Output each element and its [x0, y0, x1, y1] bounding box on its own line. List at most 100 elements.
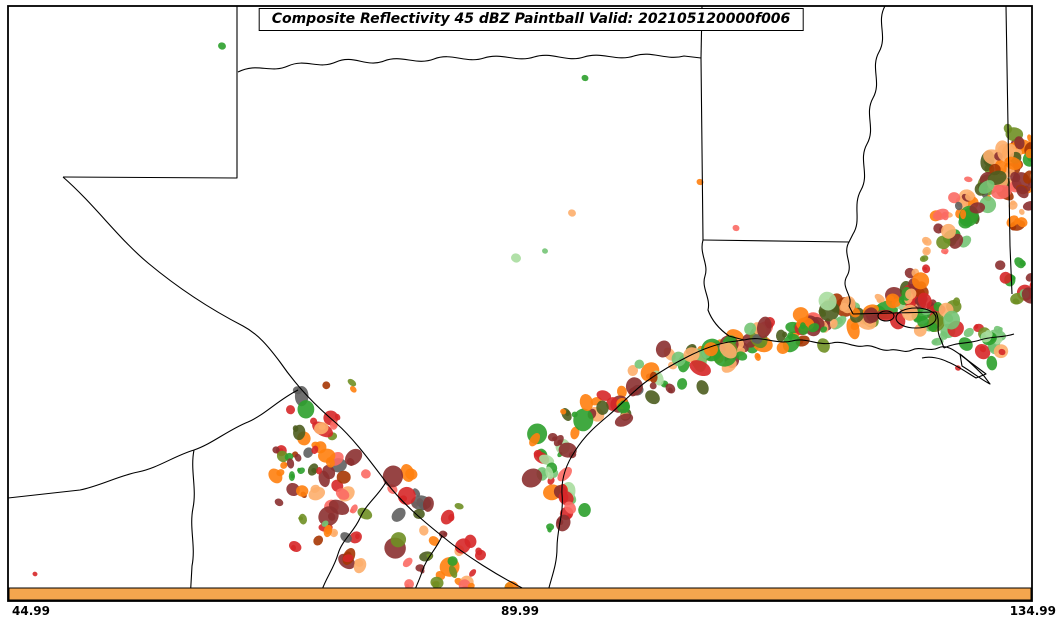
- paintball: [426, 553, 430, 557]
- paintball: [645, 390, 660, 405]
- paintball: [744, 322, 757, 335]
- paintball: [325, 457, 335, 468]
- paintball: [422, 496, 434, 512]
- paintball: [325, 529, 331, 535]
- paintball: [818, 291, 837, 311]
- paintball: [1022, 201, 1032, 211]
- paintball: [347, 378, 357, 387]
- paintball: [448, 513, 455, 522]
- paintball: [634, 359, 645, 369]
- mx-coahuila-nuevoleon-border: [317, 481, 387, 601]
- paintball: [545, 466, 554, 480]
- paintball: [570, 426, 580, 440]
- paintball: [346, 458, 355, 466]
- paintball: [974, 324, 979, 329]
- lake-maurepas: [877, 310, 895, 322]
- paintball: [985, 330, 993, 338]
- mx-durango-border: [189, 449, 195, 601]
- paintball: [923, 239, 929, 244]
- paintball: [354, 558, 364, 567]
- paintball: [432, 581, 440, 589]
- x-axis-tick-left: 44.99: [12, 604, 50, 618]
- colorbar-strip: [8, 587, 1032, 601]
- paintball: [310, 417, 318, 425]
- paintball: [539, 454, 555, 466]
- paintball: [272, 446, 280, 454]
- paintball: [1012, 173, 1021, 183]
- paintball: [413, 508, 425, 520]
- paintball: [1012, 298, 1020, 305]
- paintball: [268, 468, 283, 484]
- paintball: [596, 390, 612, 401]
- paintball: [565, 410, 570, 417]
- paintball: [625, 401, 630, 407]
- paintball: [475, 547, 483, 556]
- boundary-layer: [8, 6, 1015, 601]
- nm-tx-border: [62, 6, 238, 179]
- paintball: [443, 532, 448, 536]
- paintball: [941, 211, 949, 221]
- paintball: [776, 341, 789, 354]
- paintball: [334, 413, 341, 421]
- paintball: [32, 571, 38, 577]
- paintball: [560, 408, 567, 415]
- paintball: [361, 469, 371, 479]
- paintball: [322, 465, 336, 480]
- mx-chihuahua-coahuila-border: [8, 389, 299, 499]
- la-north-border: [702, 239, 850, 243]
- ms-al-border: [1005, 6, 1013, 295]
- paintball: [1029, 283, 1032, 288]
- paintball: [649, 371, 658, 384]
- paintball: [863, 307, 879, 324]
- paintball: [689, 360, 711, 377]
- paintball: [944, 313, 954, 323]
- paintball: [391, 507, 406, 522]
- paintball: [297, 400, 315, 419]
- plot-frame: [7, 5, 1033, 602]
- paintball: [529, 433, 541, 447]
- paintball: [399, 495, 408, 503]
- paintball: [564, 501, 577, 514]
- paintball: [290, 544, 297, 551]
- paintball: [963, 327, 974, 338]
- paintball: [1018, 208, 1025, 215]
- paintball: [313, 535, 324, 546]
- x-axis-tick-middle: 89.99: [501, 604, 539, 618]
- paintball: [979, 345, 987, 353]
- paintball: [831, 320, 836, 324]
- paintball: [936, 235, 951, 250]
- paintball: [792, 307, 809, 323]
- paintball: [905, 288, 917, 300]
- paintball: [316, 467, 323, 475]
- paintball: [917, 292, 932, 309]
- paintball: [986, 355, 998, 371]
- paintball: [932, 339, 938, 345]
- paintball: [782, 331, 788, 338]
- paintball: [960, 209, 967, 220]
- paintball: [332, 531, 337, 536]
- paintball: [355, 533, 360, 539]
- paintball: [454, 502, 464, 510]
- paintball: [696, 178, 704, 186]
- paintball: [999, 271, 1012, 284]
- paintball: [297, 467, 301, 472]
- paintball: [349, 385, 357, 393]
- x-axis-tick-right: 134.99: [1009, 604, 1056, 618]
- paintball: [1036, 122, 1050, 136]
- paintball: [290, 473, 295, 479]
- paintball: [349, 508, 354, 513]
- paintball: [1031, 149, 1047, 164]
- paintball: [335, 488, 350, 500]
- paintball: [799, 322, 806, 330]
- paintball: [311, 445, 319, 455]
- paintball: [891, 298, 901, 308]
- paintball: [596, 400, 609, 415]
- paintball: [303, 447, 314, 458]
- paintball: [1014, 136, 1025, 150]
- paintball: [876, 298, 882, 304]
- paintball: [939, 331, 948, 340]
- paintball: [402, 557, 413, 568]
- paintball: [756, 316, 772, 339]
- pearl-river: [935, 311, 945, 349]
